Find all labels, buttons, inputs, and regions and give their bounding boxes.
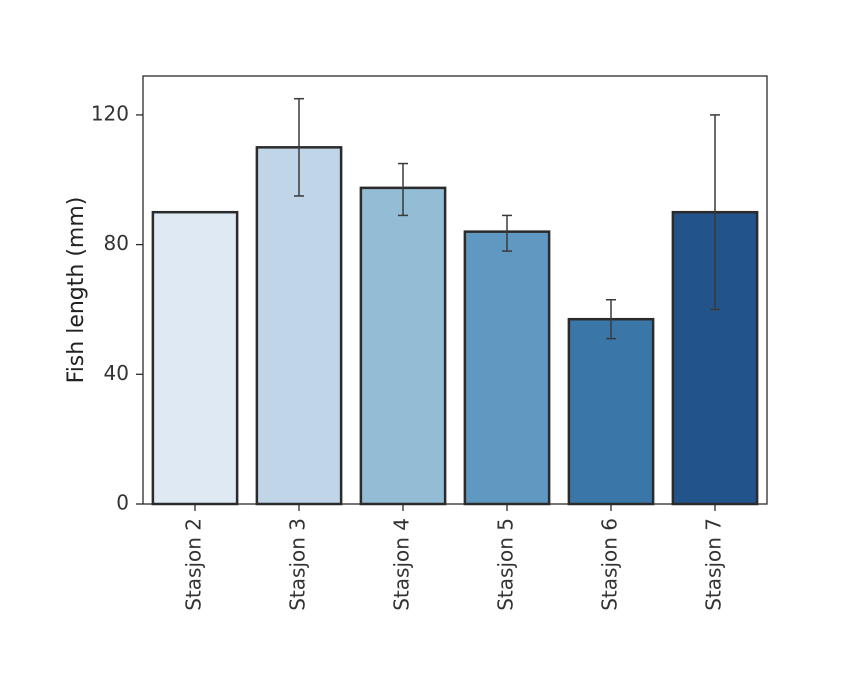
x-tick-label: Stasjon 4 bbox=[390, 518, 414, 611]
x-tick-label: Stasjon 7 bbox=[702, 518, 726, 611]
bars bbox=[151, 146, 759, 506]
y-tick-label: 80 bbox=[104, 231, 129, 255]
bar bbox=[255, 146, 343, 506]
y-axis-title: Fish length (mm) bbox=[64, 197, 89, 384]
y-axis: 0 40 80 120 bbox=[91, 101, 143, 515]
y-tick-label: 120 bbox=[91, 101, 129, 125]
x-tick-label: Stasjon 2 bbox=[182, 518, 206, 611]
bar bbox=[567, 317, 655, 506]
bar bbox=[463, 230, 551, 506]
x-axis: Stasjon 2 Stasjon 3 Stasjon 4 Stasjon 5 Stas… bbox=[182, 504, 726, 611]
bar bbox=[151, 210, 239, 506]
error-bar bbox=[294, 97, 304, 197]
x-tick-label: Stasjon 6 bbox=[598, 518, 622, 611]
error-bar bbox=[606, 298, 616, 340]
error-bar bbox=[710, 114, 720, 311]
error-bars bbox=[294, 97, 720, 340]
x-tick-label: Stasjon 5 bbox=[494, 518, 518, 611]
error-bar bbox=[398, 162, 408, 217]
plot-frame bbox=[142, 75, 768, 505]
y-tick-label: 40 bbox=[104, 361, 129, 385]
y-tick-label: 0 bbox=[116, 491, 129, 515]
bar bbox=[359, 186, 447, 506]
x-tick-label: Stasjon 3 bbox=[286, 518, 310, 611]
error-bar bbox=[502, 214, 512, 252]
